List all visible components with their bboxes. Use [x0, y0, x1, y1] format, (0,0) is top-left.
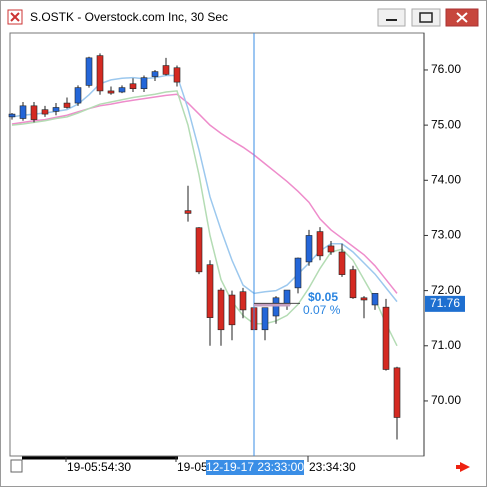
candle-body: [316, 231, 324, 257]
last-price-tag: [425, 295, 465, 312]
y-tick-label: 71.00: [431, 338, 461, 352]
candle-body: [85, 57, 93, 86]
moving-average-line: [11, 93, 398, 294]
measure-value: $0.05: [308, 290, 338, 304]
candle-body: [393, 367, 401, 418]
y-tick-label: 76.00: [431, 62, 461, 76]
y-tick-label: 75.00: [431, 117, 461, 131]
candle-body: [305, 235, 313, 263]
candle-body: [294, 257, 302, 289]
candle-body: [228, 294, 236, 326]
y-tick-label: 70.00: [431, 393, 461, 407]
candle-body: [19, 105, 27, 119]
candle-body: [184, 210, 192, 214]
candle-body: [173, 67, 181, 83]
candle-body: [96, 55, 104, 92]
candle-body: [261, 307, 269, 331]
candle-body: [195, 227, 203, 273]
x-tick-label: 19-05: [177, 460, 208, 474]
candle-body: [206, 264, 214, 318]
candle-body: [283, 289, 291, 306]
candle-body: [63, 102, 71, 108]
candle-body: [239, 291, 247, 311]
candle-body: [360, 297, 368, 301]
measure-percent: 0.07 %: [303, 303, 341, 317]
crosshair-label-bg: [206, 460, 304, 475]
close-glyph: [456, 12, 468, 23]
candle-body: [162, 65, 170, 75]
candle-body: [338, 251, 346, 275]
app-icon-glyph: [10, 12, 20, 22]
candle-body: [272, 297, 280, 317]
y-tick-label: 73.00: [431, 228, 461, 242]
candle-body: [107, 90, 115, 94]
candle-body: [349, 269, 357, 299]
y-tick-label: 72.00: [431, 283, 461, 297]
x-tick-label: 23:34:30: [309, 460, 356, 474]
candle-body: [118, 87, 126, 93]
candle-body: [382, 306, 390, 370]
minimize-button[interactable]: [377, 8, 406, 27]
candle-body: [217, 289, 225, 331]
last-price-label: 71.76: [430, 296, 460, 310]
maximize-button[interactable]: [411, 8, 441, 27]
candle-body: [151, 71, 159, 77]
candle-body: [8, 113, 16, 118]
moving-average-line: [11, 74, 398, 303]
x-tick-label: 19-05:54:30: [67, 460, 131, 474]
maximize-glyph: [419, 12, 433, 23]
plot: 70.00 71.00 72.00 73.00 74.00 75.00 76.00 19-05…: [8, 33, 465, 475]
crosshair-label: 12-19-17 23:33:00: [206, 460, 304, 474]
candle-body: [52, 107, 60, 112]
candle-body: [41, 109, 49, 115]
y-tick-label: 74.00: [431, 172, 461, 186]
plot-area: [9, 32, 425, 457]
candle-body: [30, 105, 38, 120]
candle-body: [327, 245, 335, 253]
candle-body: [74, 87, 82, 104]
scroll-box[interactable]: [10, 459, 23, 473]
window-title: S.OSTK - Overstock.com Inc, 30 Sec: [30, 10, 228, 24]
scroll-right-arrow[interactable]: [456, 462, 470, 472]
candle-body: [129, 83, 137, 90]
candle-body: [140, 77, 148, 90]
candle-body: [371, 293, 379, 306]
